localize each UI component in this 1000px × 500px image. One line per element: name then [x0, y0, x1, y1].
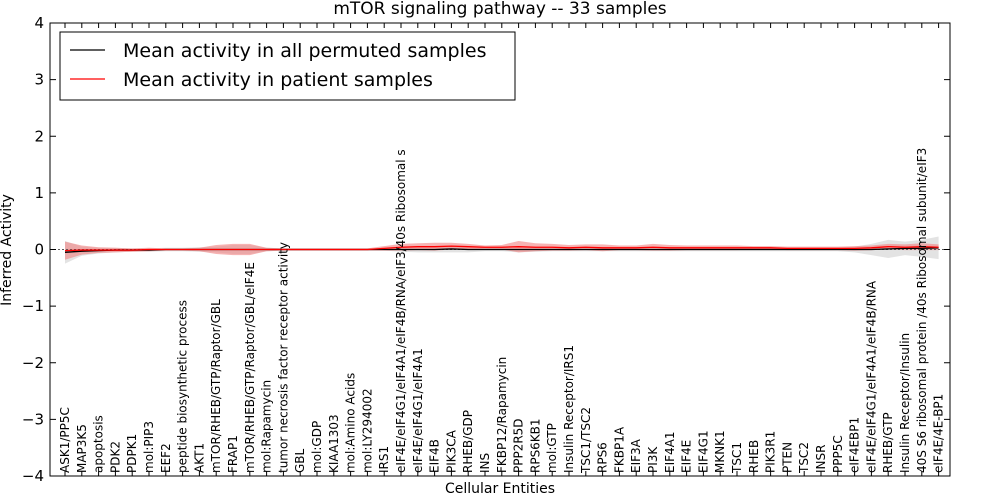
x-tick-label: peptide biosynthetic process — [176, 300, 190, 473]
x-tick-label: GBL — [293, 448, 307, 473]
legend-label-permuted: Mean activity in all permuted samples — [123, 40, 486, 62]
x-tick-label: PPP2R5D — [512, 418, 526, 473]
x-tick-label: RHEB/GTP — [881, 412, 895, 473]
legend-box — [59, 31, 516, 101]
x-tick-label: PDPK1 — [125, 434, 139, 473]
x-tick-label: RHEB — [747, 440, 761, 473]
x-tick-label: mol:Rapamycin — [260, 380, 274, 473]
x-tick-label: RPS6 — [596, 442, 610, 473]
x-tick-label: eIF4E/eIF4G1/eIF4A1 — [411, 348, 425, 473]
x-tick-label: mol:LY294002 — [360, 388, 374, 473]
x-tick-label: ASK1/PP5C — [58, 407, 72, 473]
y-tick-label: −1 — [22, 297, 44, 315]
x-tick-label: KIAA1303 — [327, 414, 341, 473]
x-tick-label: eIF4E/4E-BP1 — [932, 394, 946, 473]
y-axis-label: Inferred Activity — [0, 194, 15, 306]
x-tick-label: FRAP1 — [226, 435, 240, 473]
y-tick-label: 0 — [34, 241, 44, 259]
x-tick-label: RHEB/GDP — [461, 410, 475, 473]
x-tick-label: PPP5C — [831, 435, 845, 473]
x-tick-label: Insulin Receptor/IRS1 — [562, 345, 576, 473]
x-tick-label: INS — [478, 453, 492, 473]
series-1-line — [64, 245, 939, 252]
x-tick-label: PI3K — [646, 446, 660, 473]
legend: Mean activity in all permuted samples Me… — [59, 31, 516, 101]
x-tick-label: apoptosis — [92, 415, 106, 473]
x-tick-label: tumor necrosis factor receptor activity — [276, 242, 290, 473]
x-tick-label: IRS1 — [377, 446, 391, 473]
x-tick-label: TSC1 — [730, 442, 744, 474]
x-tick-label: MAP3K5 — [75, 424, 89, 473]
x-tick-label: Insulin Receptor/Insulin — [898, 333, 912, 473]
x-tick-label: EEF2 — [159, 443, 173, 473]
x-tick-label: AKT1 — [192, 443, 206, 473]
y-tick-label: 3 — [34, 71, 44, 89]
x-tick-label: PTEN — [780, 442, 794, 473]
x-tick-label: EIF4G1 — [696, 430, 710, 473]
x-tick-label: 40S S6 ribosomal protein /40s Ribosomal … — [915, 148, 929, 473]
x-tick-label: PIK3CA — [444, 429, 458, 473]
y-tick-label: −2 — [22, 354, 44, 372]
y-tick-label: 4 — [34, 14, 44, 32]
x-tick-label: TSC1/TSC2 — [579, 407, 593, 474]
y-tick-label: −4 — [22, 467, 44, 485]
x-tick-label: eIF4E/eIF4G1/eIF4A1/eIF4B/RNA/eIF3/40s R… — [394, 149, 408, 473]
x-tick-label: FKBP12/Rapamycin — [495, 357, 509, 473]
series-lines — [64, 245, 939, 253]
legend-label-patient: Mean activity in patient samples — [123, 69, 433, 91]
x-tick-label: FKBP1A — [612, 426, 626, 473]
y-tick-label: −3 — [22, 410, 44, 428]
x-tick-label: EIF4A1 — [663, 431, 677, 473]
chart-title: mTOR signaling pathway -- 33 samples — [333, 0, 666, 19]
x-tick-label: TSC2 — [797, 442, 811, 474]
x-tick-label: mTOR/RHEB/GTP/Raptor/GBL/eIF4E — [243, 262, 257, 473]
x-tick-label: MKNK1 — [713, 430, 727, 473]
series-1-band — [65, 241, 939, 260]
x-tick-label: EIF3A — [629, 438, 643, 473]
x-tick-label: PDK2 — [108, 441, 122, 473]
y-axis: −4 −3 −2 −1 0 1 2 3 4 — [22, 14, 950, 485]
x-tick-label: EIF4B — [428, 439, 442, 473]
x-tick-label: mTOR/RHEB/GTP/Raptor/GBL — [209, 299, 223, 473]
x-tick-label: eIF4EBP1 — [848, 417, 862, 473]
x-tick-label: PIK3R1 — [764, 431, 778, 473]
x-tick-label: INSR — [814, 445, 828, 473]
x-tick-label: mol:PIP3 — [142, 421, 156, 473]
x-tick-label: mol:Amino Acids — [344, 373, 358, 473]
x-tick-label: mol:GTP — [545, 423, 559, 473]
x-axis-label: Cellular Entities — [445, 481, 555, 497]
x-tick-label: mol:GDP — [310, 421, 324, 473]
x-axis: ASK1/PP5C MAP3K5 apoptosis PDK2 PDPK1 mol:PIP… — [58, 23, 946, 476]
x-tick-label: RPS6KB1 — [528, 418, 542, 473]
x-tick-label: EIF4E — [680, 440, 694, 473]
x-tick-label: eIF4E/eIF4G1/eIF4A1/eIF4B/RNA — [864, 280, 878, 473]
y-tick-label: 1 — [34, 184, 44, 202]
y-tick-label: 2 — [34, 127, 44, 145]
